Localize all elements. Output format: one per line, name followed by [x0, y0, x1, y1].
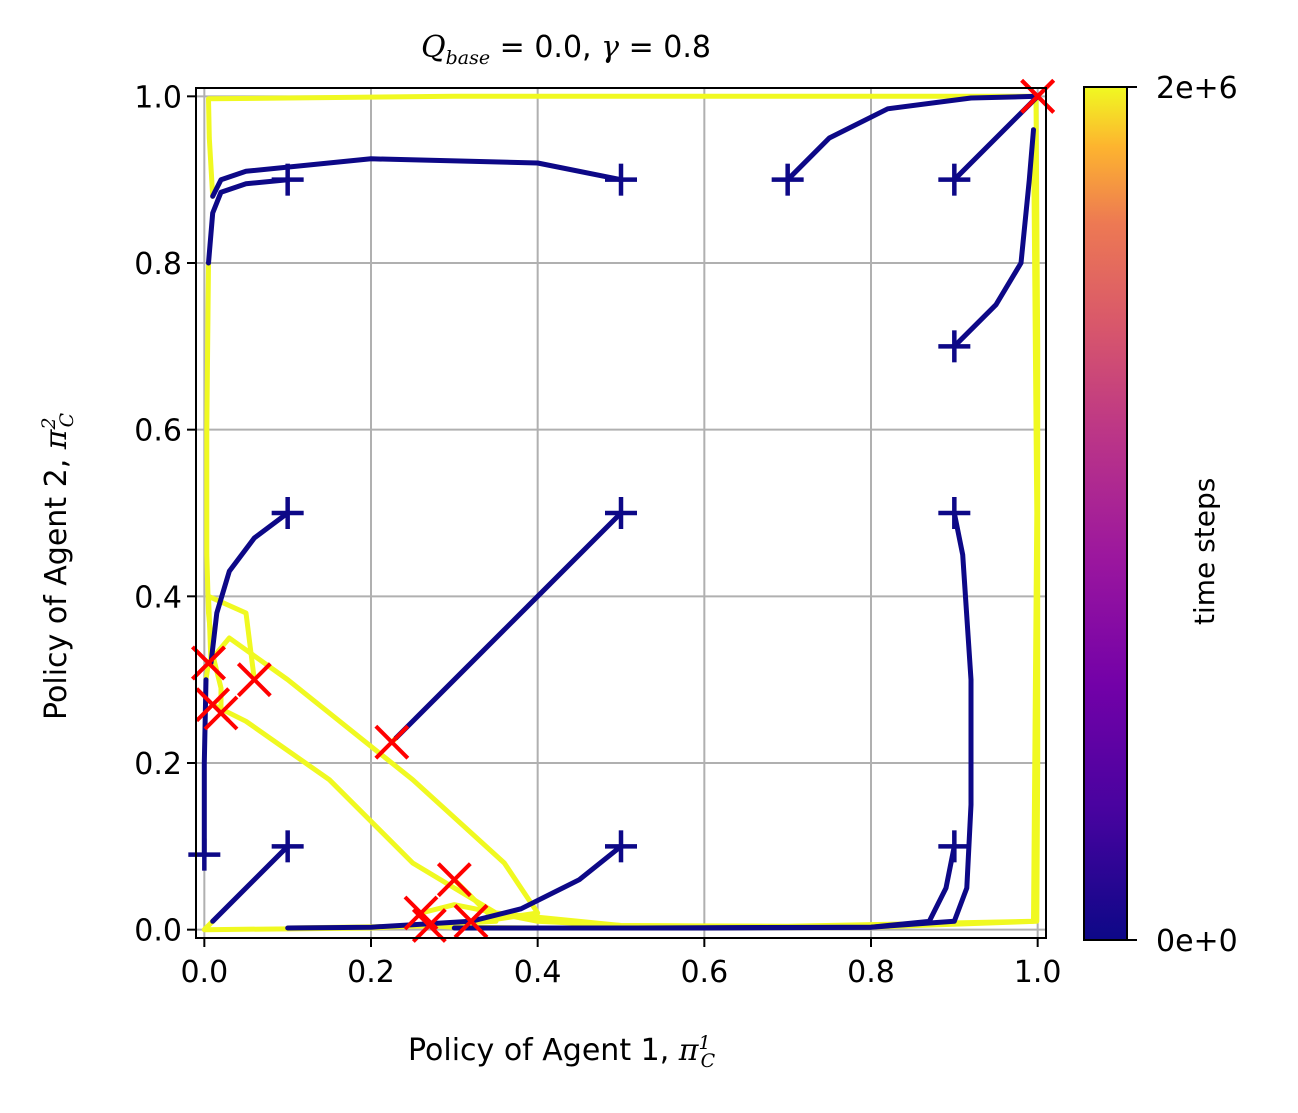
x-axis-label-sub: C: [700, 1050, 716, 1072]
y-tick-label: 1.0: [134, 80, 182, 115]
trajectory-early-run-12: [201, 677, 209, 858]
y-tick-label: 0.2: [134, 747, 182, 782]
chart-title: Qbase = 0.0, γ = 0.8: [421, 30, 711, 69]
end-marker-run-7: [374, 724, 410, 760]
end-marker-run-4: [1020, 78, 1056, 114]
x-tick-label: 1.0: [1014, 955, 1062, 990]
end-marker-run-9: [436, 862, 472, 898]
y-axis-label-prefix: Policy of Agent 2,: [39, 458, 74, 720]
start-marker-run-9: [271, 830, 304, 863]
start-marker-run-10: [605, 830, 637, 863]
y-tick-label: 0.0: [134, 914, 182, 949]
trajectory-early-run-11: [535, 843, 957, 931]
trajectory-early-run-6: [208, 510, 291, 666]
title-q-value: = 0.0,: [499, 30, 592, 65]
end-marker-run-12: [191, 645, 226, 681]
title-gamma-value: = 0.8: [628, 30, 711, 65]
trajectory-early-run-5: [951, 127, 1036, 349]
plot-frame: [195, 87, 1047, 939]
x-tick-label: 0.2: [347, 955, 395, 990]
title-q-subscript: base: [445, 47, 491, 69]
x-axis-label-symbol: π: [678, 1033, 699, 1068]
end-marker-run-11: [411, 908, 447, 943]
x-tick-label: 0.4: [514, 955, 562, 990]
colorbar-min-label: 0e+0: [1156, 924, 1238, 959]
x-tick-label: 0.8: [847, 955, 895, 990]
trajectory-early-run-2: [210, 156, 624, 199]
x-tick-label: 0.0: [180, 955, 228, 990]
y-axis-label-sub: C: [56, 412, 78, 428]
start-marker-run-7: [605, 497, 637, 529]
trajectory-early-run-8: [451, 510, 974, 931]
end-marker-run-6: [236, 662, 272, 698]
x-axis-label: Policy of Agent 1, π1C: [408, 1032, 715, 1072]
colorbar: [1083, 86, 1128, 941]
trajectory-late-run-2: [206, 93, 1041, 930]
start-marker-run-2: [605, 163, 637, 196]
y-tick-label: 0.8: [134, 247, 182, 282]
title-gamma-symbol: γ: [601, 30, 620, 65]
trajectory-early-run-3: [785, 93, 1041, 183]
y-axis-label-symbol: π: [39, 429, 74, 450]
x-axis-label-sup: 1: [698, 1032, 711, 1054]
start-marker-run-8: [938, 497, 971, 529]
start-marker-run-4: [938, 163, 971, 196]
start-marker-run-1: [271, 163, 304, 196]
trajectory-late-run-6: [206, 593, 257, 683]
start-marker-run-12: [188, 838, 221, 871]
title-q-symbol: Q: [421, 30, 446, 65]
start-marker-run-11: [938, 830, 971, 863]
x-axis-label-prefix: Policy of Agent 1,: [408, 1033, 670, 1068]
trajectory-early-run-1: [206, 177, 291, 266]
colorbar-max-label: 2e+6: [1156, 71, 1238, 106]
trajectory-early-run-7: [393, 510, 624, 741]
colorbar-label: time steps: [1188, 477, 1221, 625]
end-marker-run-8: [453, 903, 489, 939]
x-tick-label: 0.6: [680, 955, 728, 990]
end-marker-run-2: [195, 687, 231, 723]
start-marker-run-3: [771, 163, 804, 196]
y-tick-label: 0.4: [134, 580, 182, 615]
trajectory-early-run-9: [210, 843, 291, 924]
trajectory-early-run-10: [285, 843, 624, 931]
start-marker-run-5: [938, 330, 971, 363]
y-tick-label: 0.6: [134, 414, 182, 449]
trajectory-late-run-5: [418, 127, 1040, 929]
y-axis-label: Policy of Agent 2, π2C: [38, 413, 78, 720]
start-marker-run-6: [271, 497, 304, 529]
